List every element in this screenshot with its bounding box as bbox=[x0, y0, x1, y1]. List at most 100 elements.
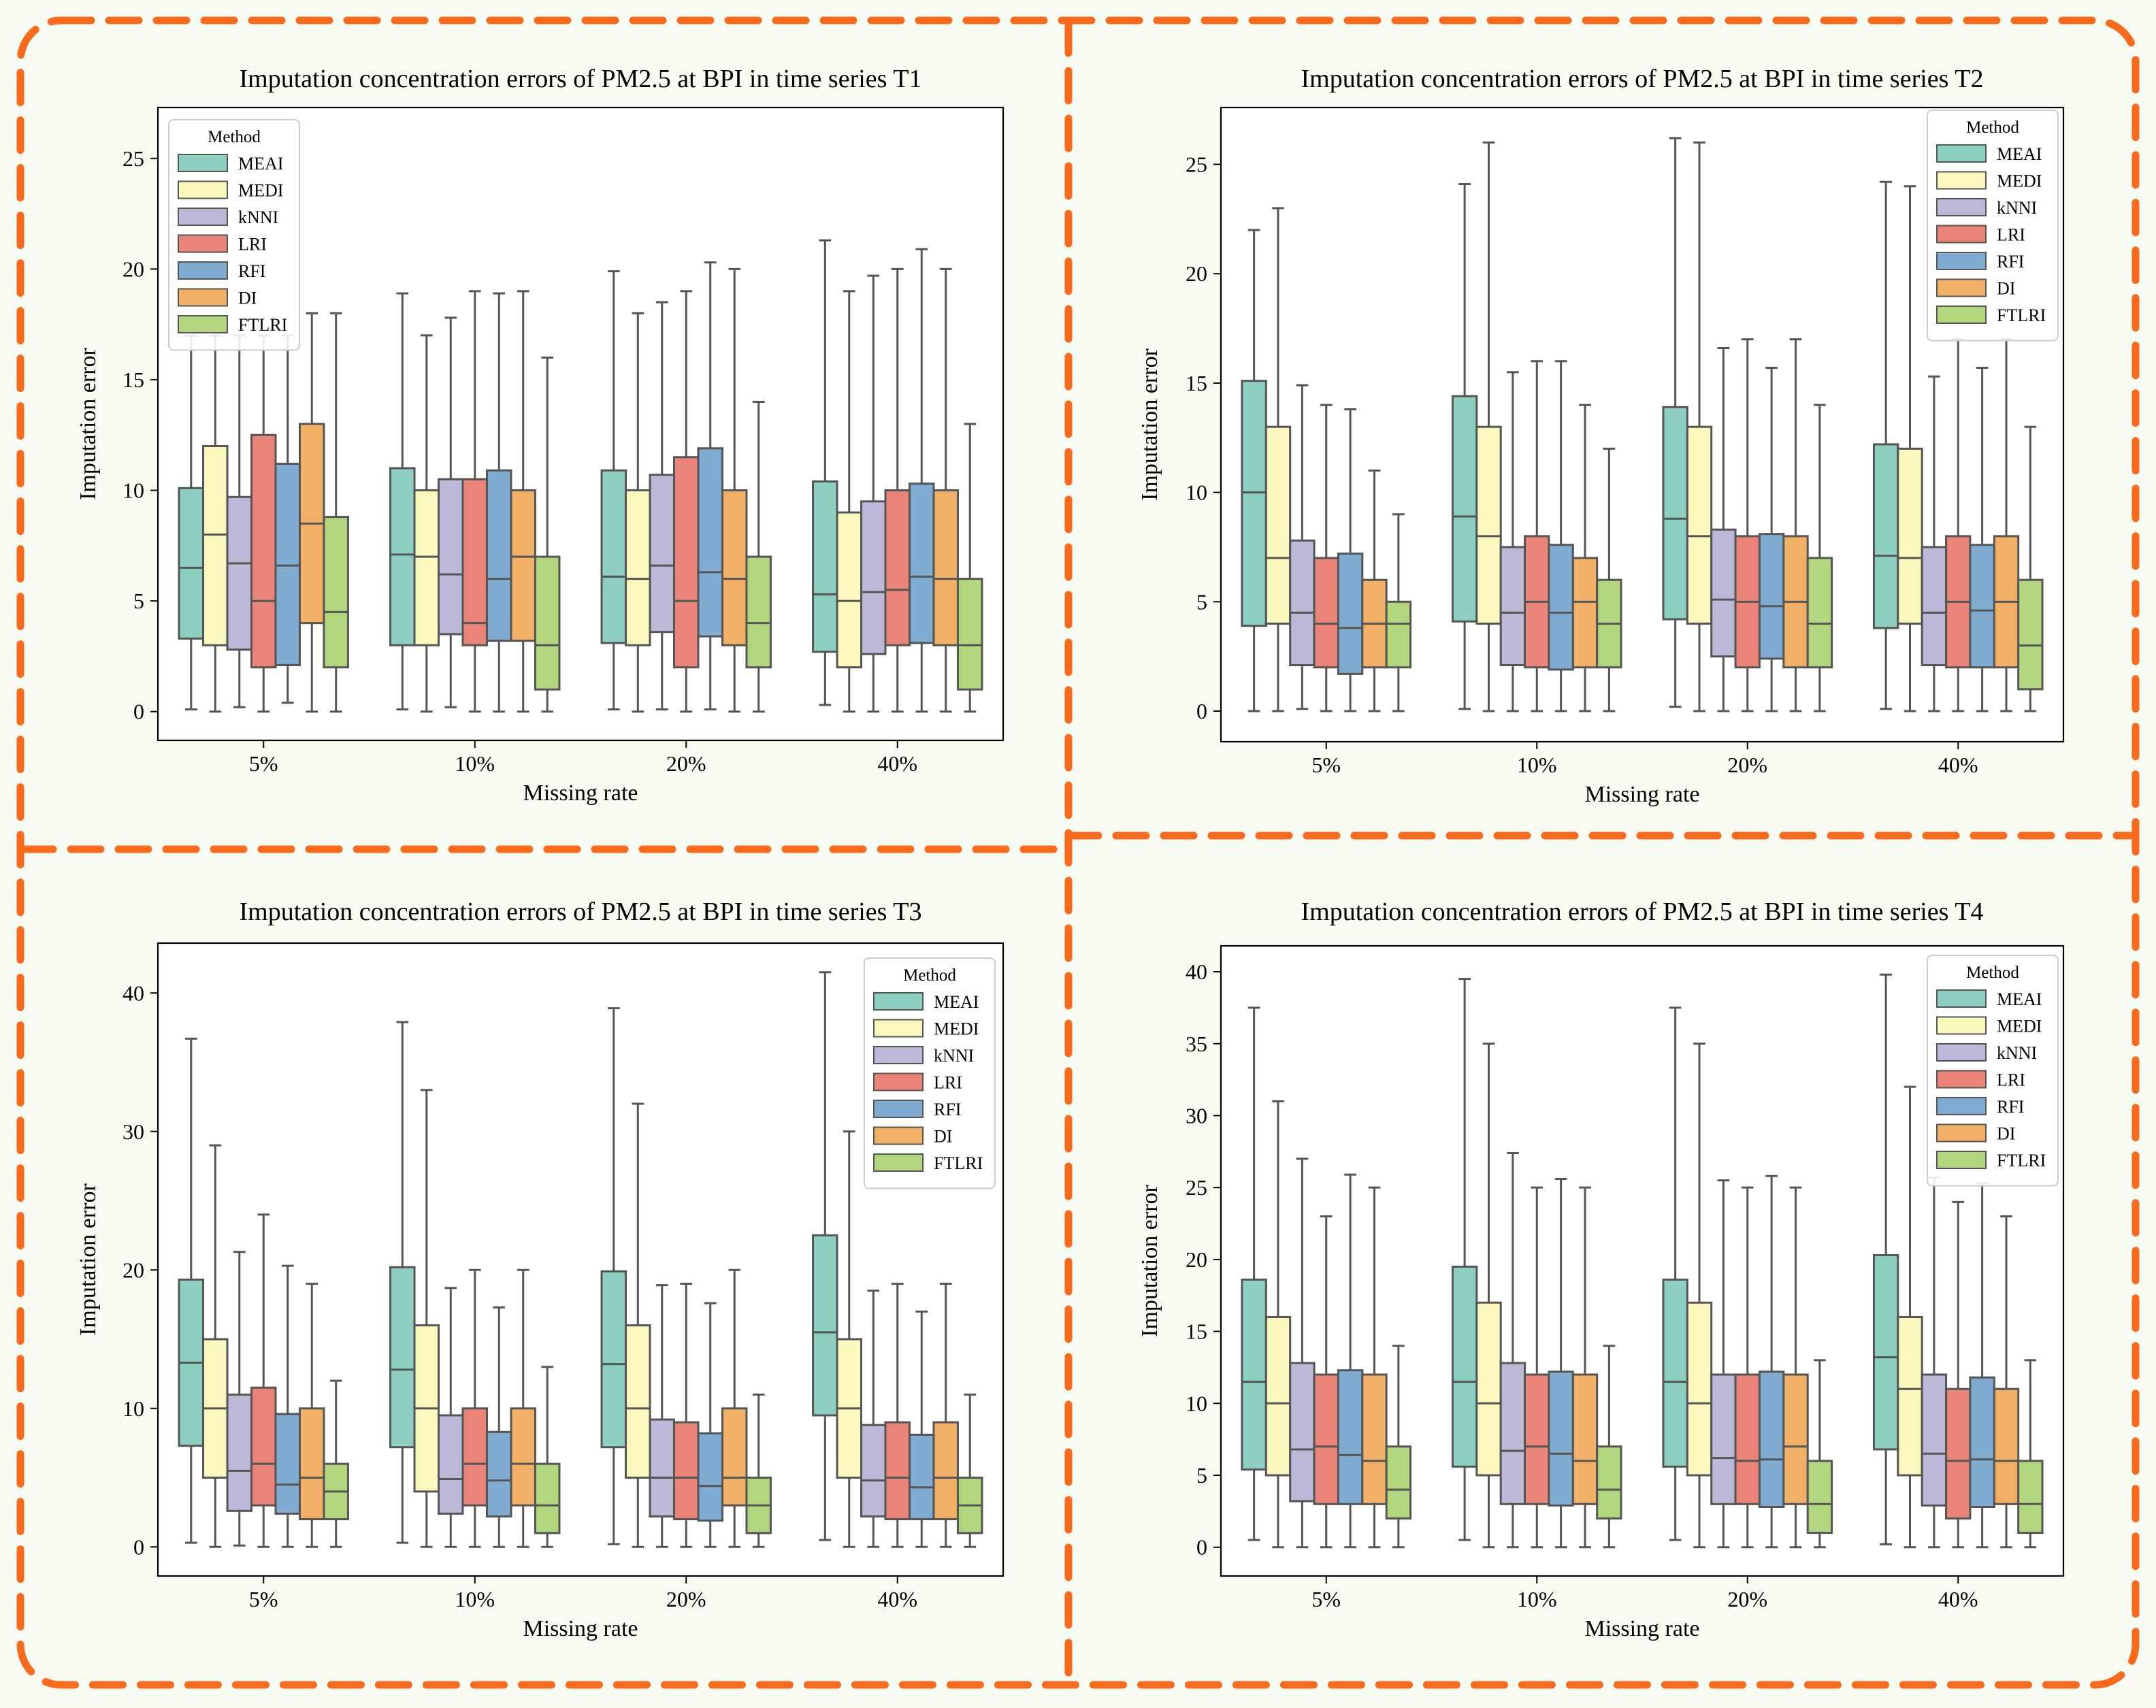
box-ftlri-40% bbox=[2017, 1359, 2044, 1549]
box-medi-40% bbox=[1897, 185, 1923, 712]
box-ftlri-40% bbox=[2017, 425, 2044, 712]
box-ftlri-10% bbox=[534, 356, 561, 713]
box-body bbox=[908, 482, 935, 644]
box-lri-5% bbox=[1313, 404, 1339, 712]
box-medi-10% bbox=[1475, 1042, 1502, 1549]
box-body bbox=[908, 1433, 935, 1521]
box-body bbox=[1548, 544, 1574, 671]
box-di-10% bbox=[510, 1268, 536, 1548]
box-body bbox=[1241, 1278, 1267, 1471]
box-meai-10% bbox=[1451, 182, 1478, 710]
box-body bbox=[1806, 1460, 1833, 1534]
legend-swatch-lri bbox=[873, 1072, 924, 1091]
legend-swatch-ftlri bbox=[873, 1153, 924, 1172]
box-rfi-10% bbox=[485, 292, 512, 713]
chart-title: Imputation concentration errors of PM2.5… bbox=[240, 65, 922, 93]
box-medi-20% bbox=[1686, 141, 1713, 712]
x-tick-label: 10% bbox=[455, 751, 495, 776]
legend-swatch-lri bbox=[1936, 225, 1987, 244]
x-tick-label: 10% bbox=[1517, 1587, 1557, 1611]
box-body bbox=[649, 474, 676, 634]
frame-border bbox=[16, 16, 2140, 1689]
legend-title: Method bbox=[1966, 118, 2019, 137]
legend-label-rfi: RFI bbox=[1997, 1097, 2024, 1117]
y-tick-label: 40 bbox=[1186, 959, 1207, 984]
legend-label-di: DI bbox=[1997, 279, 2015, 299]
box-meai-20% bbox=[1662, 1006, 1688, 1541]
legend-swatch-rfi bbox=[1936, 252, 1987, 270]
x-tick-label: 40% bbox=[1938, 1587, 1978, 1611]
box-rfi-20% bbox=[1758, 366, 1785, 712]
box-medi-10% bbox=[413, 334, 440, 713]
box-body bbox=[1571, 1373, 1599, 1505]
legend: Method MEAI MEDI kNNI LRI RFI DI FTLRI bbox=[168, 119, 300, 351]
box-body bbox=[649, 1418, 676, 1517]
box-body bbox=[534, 555, 561, 691]
x-axis-label: Missing rate bbox=[523, 1616, 638, 1641]
box-rfi-40% bbox=[1969, 366, 1995, 712]
box-body bbox=[178, 487, 205, 640]
box-lri-40% bbox=[1945, 1200, 1972, 1549]
legend-title: Method bbox=[208, 128, 261, 146]
box-body bbox=[812, 1234, 838, 1417]
box-rfi-20% bbox=[697, 261, 723, 710]
box-body bbox=[250, 1386, 277, 1507]
box-body bbox=[485, 1430, 512, 1517]
box-di-5% bbox=[1361, 469, 1388, 712]
box-di-5% bbox=[298, 1283, 325, 1548]
box-body bbox=[1897, 1315, 1923, 1477]
box-body bbox=[438, 478, 464, 636]
box-di-20% bbox=[721, 267, 748, 713]
box-body bbox=[1264, 1315, 1292, 1477]
y-axis-label: Imputation error bbox=[1137, 348, 1162, 500]
legend-swatch-knni bbox=[178, 208, 228, 226]
y-tick-label: 0 bbox=[1196, 1535, 1207, 1560]
x-axis-label: Missing rate bbox=[523, 781, 638, 806]
y-tick-label: 5 bbox=[133, 589, 144, 613]
box-knni-40% bbox=[860, 274, 887, 713]
y-tick-label: 25 bbox=[1186, 1175, 1207, 1200]
box-body bbox=[1475, 1301, 1502, 1477]
box-meai-10% bbox=[389, 1021, 416, 1544]
legend-label-ftlri: FTLRI bbox=[238, 315, 287, 335]
box-ftlri-5% bbox=[323, 312, 349, 713]
legend-swatch-ftlri bbox=[1936, 306, 1987, 324]
box-knni-40% bbox=[1921, 1176, 1948, 1549]
box-knni-20% bbox=[649, 301, 676, 710]
legend-title: Method bbox=[1966, 964, 2019, 982]
box-lri-10% bbox=[1524, 360, 1550, 712]
x-axis-label: Missing rate bbox=[1584, 782, 1699, 807]
panel-t4: Imputation concentration errors of PM2.5… bbox=[1137, 898, 2065, 1641]
box-ftlri-10% bbox=[1596, 447, 1622, 712]
box-di-20% bbox=[1782, 338, 1809, 712]
box-body bbox=[1686, 1301, 1713, 1477]
legend-title: Method bbox=[903, 966, 956, 985]
box-body bbox=[1662, 1278, 1688, 1468]
legend-label-di: DI bbox=[1997, 1124, 2015, 1144]
box-lri-20% bbox=[673, 1283, 700, 1548]
box-body bbox=[438, 1414, 464, 1515]
box-ftlri-5% bbox=[1385, 513, 1412, 712]
box-body bbox=[250, 433, 277, 669]
box-body bbox=[1337, 1369, 1364, 1505]
box-body bbox=[202, 445, 229, 646]
box-medi-5% bbox=[1264, 207, 1292, 712]
box-rfi-40% bbox=[908, 1310, 935, 1548]
box-ftlri-5% bbox=[323, 1379, 349, 1548]
box-body bbox=[1337, 553, 1364, 675]
legend-swatch-meai bbox=[1936, 144, 1987, 163]
legend-label-meai: MEAI bbox=[934, 992, 979, 1012]
box-body bbox=[721, 1407, 748, 1507]
box-medi-20% bbox=[625, 1102, 651, 1548]
box-di-10% bbox=[1571, 1186, 1599, 1549]
box-body bbox=[1782, 1373, 1809, 1505]
box-body bbox=[860, 1424, 887, 1517]
box-body bbox=[1686, 425, 1713, 625]
box-body bbox=[1969, 1376, 1995, 1509]
box-body bbox=[884, 1421, 911, 1521]
y-tick-label: 10 bbox=[1186, 480, 1207, 505]
box-medi-5% bbox=[202, 334, 229, 713]
x-tick-label: 20% bbox=[1727, 1587, 1767, 1611]
box-body bbox=[461, 1407, 488, 1507]
